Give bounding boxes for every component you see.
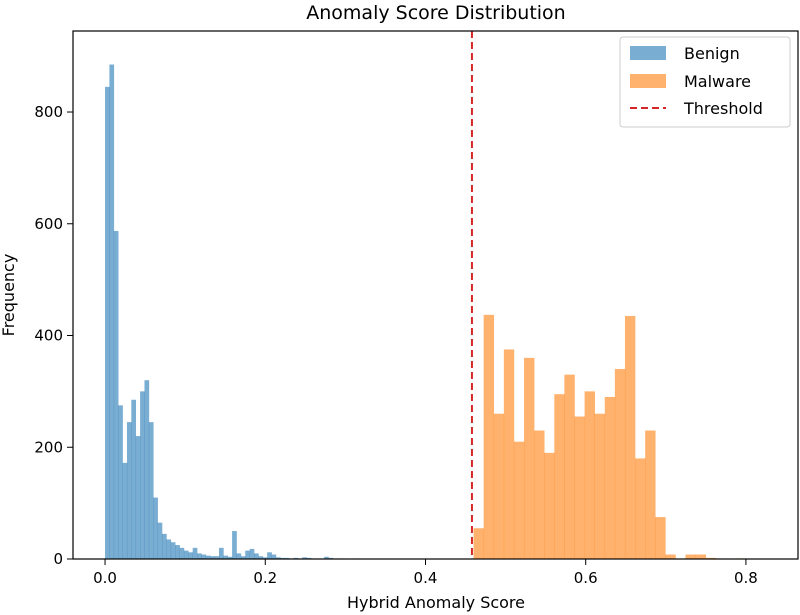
bar-benign-36 (262, 557, 268, 559)
bar-benign-11 (153, 497, 158, 559)
legend-label-malware: Malware (684, 72, 751, 91)
x-tick-label: 0.6 (574, 569, 598, 587)
bar-benign-12 (157, 522, 163, 559)
bar-malware-11 (584, 391, 595, 559)
bar-benign-5 (126, 422, 132, 559)
bar-benign-9 (144, 380, 150, 559)
bar-benign-13 (162, 533, 167, 559)
bar-benign-15 (170, 542, 176, 559)
y-tick-label: 200 (34, 438, 63, 456)
bar-benign-30 (236, 553, 242, 559)
bar-malware-15 (624, 315, 636, 559)
bar-benign-10 (148, 422, 154, 559)
bar-benign-8 (140, 391, 145, 559)
bar-benign-50 (324, 556, 329, 559)
bar-malware-22 (695, 554, 707, 559)
bar-benign-18 (183, 550, 189, 559)
y-tick-label: 800 (34, 103, 63, 121)
bar-malware-17 (645, 430, 656, 559)
bar-benign-3 (118, 405, 123, 559)
bar-benign-26 (218, 547, 224, 559)
bar-benign-34 (254, 553, 259, 559)
bar-benign-19 (188, 552, 193, 559)
bar-benign-17 (179, 547, 185, 559)
bar-benign-25 (214, 556, 220, 559)
bar-benign-6 (131, 399, 137, 559)
bar-benign-38 (271, 554, 277, 559)
bar-malware-0 (473, 528, 484, 559)
bar-benign-16 (175, 545, 180, 559)
plot-frame (72, 30, 799, 560)
bar-malware-3 (503, 349, 515, 559)
bar-malware-4 (513, 441, 525, 559)
legend-swatch-benign (630, 46, 666, 60)
y-axis-label: Frequency (0, 254, 18, 337)
bar-malware-2 (493, 413, 505, 559)
bar-benign-7 (135, 436, 141, 559)
bar-malware-19 (665, 554, 676, 559)
bar-benign-28 (227, 556, 233, 559)
bar-benign-35 (258, 556, 264, 559)
bar-benign-39 (275, 557, 281, 559)
bar-benign-27 (223, 555, 229, 559)
bar-malware-7 (544, 452, 555, 559)
bar-malware-9 (564, 374, 575, 559)
y-tick-label: 400 (34, 327, 63, 345)
bar-benign-45 (302, 557, 307, 559)
x-tick-label: 0.0 (93, 569, 117, 587)
bar-benign-33 (249, 548, 255, 559)
bars-layer (105, 64, 747, 560)
bar-benign-29 (232, 531, 237, 559)
legend: Benign Malware Threshold (619, 36, 791, 128)
bar-benign-2 (113, 231, 119, 559)
bar-malware-16 (635, 458, 646, 559)
y-tick-label: 0 (53, 550, 63, 568)
bar-malware-12 (594, 413, 606, 559)
x-axis-label: Hybrid Anomaly Score (347, 593, 525, 612)
legend-swatch-malware (630, 74, 666, 88)
bar-malware-5 (524, 357, 535, 559)
bar-malware-1 (483, 314, 495, 559)
bar-malware-18 (655, 517, 666, 559)
x-axis-ticks: 0.0 0.2 0.4 0.6 0.8 (93, 559, 758, 587)
bar-malware-13 (604, 396, 616, 559)
bar-benign-32 (245, 550, 250, 559)
bar-malware-8 (554, 394, 565, 559)
bar-benign-31 (240, 556, 246, 559)
bar-malware-14 (614, 369, 626, 559)
bar-benign-21 (197, 553, 202, 559)
x-tick-label: 0.8 (734, 569, 758, 587)
bar-benign-23 (205, 555, 211, 559)
bar-benign-24 (210, 556, 215, 559)
y-axis-ticks: 0 200 400 600 800 (34, 103, 73, 568)
x-tick-label: 0.4 (414, 569, 438, 587)
chart-title: Anomaly Score Distribution (306, 2, 565, 24)
bar-malware-6 (534, 430, 545, 559)
bar-benign-0 (105, 86, 110, 560)
bar-malware-21 (685, 554, 696, 559)
bar-benign-22 (201, 554, 207, 559)
bar-malware-10 (574, 416, 585, 559)
bar-benign-4 (122, 462, 128, 559)
legend-label-benign: Benign (684, 44, 740, 63)
bar-benign-20 (192, 547, 198, 559)
bar-benign-37 (267, 552, 272, 559)
x-tick-label: 0.2 (253, 569, 277, 587)
bar-benign-1 (109, 64, 115, 560)
legend-label-threshold: Threshold (683, 99, 763, 118)
bar-benign-14 (166, 539, 172, 559)
y-tick-label: 600 (34, 215, 63, 233)
